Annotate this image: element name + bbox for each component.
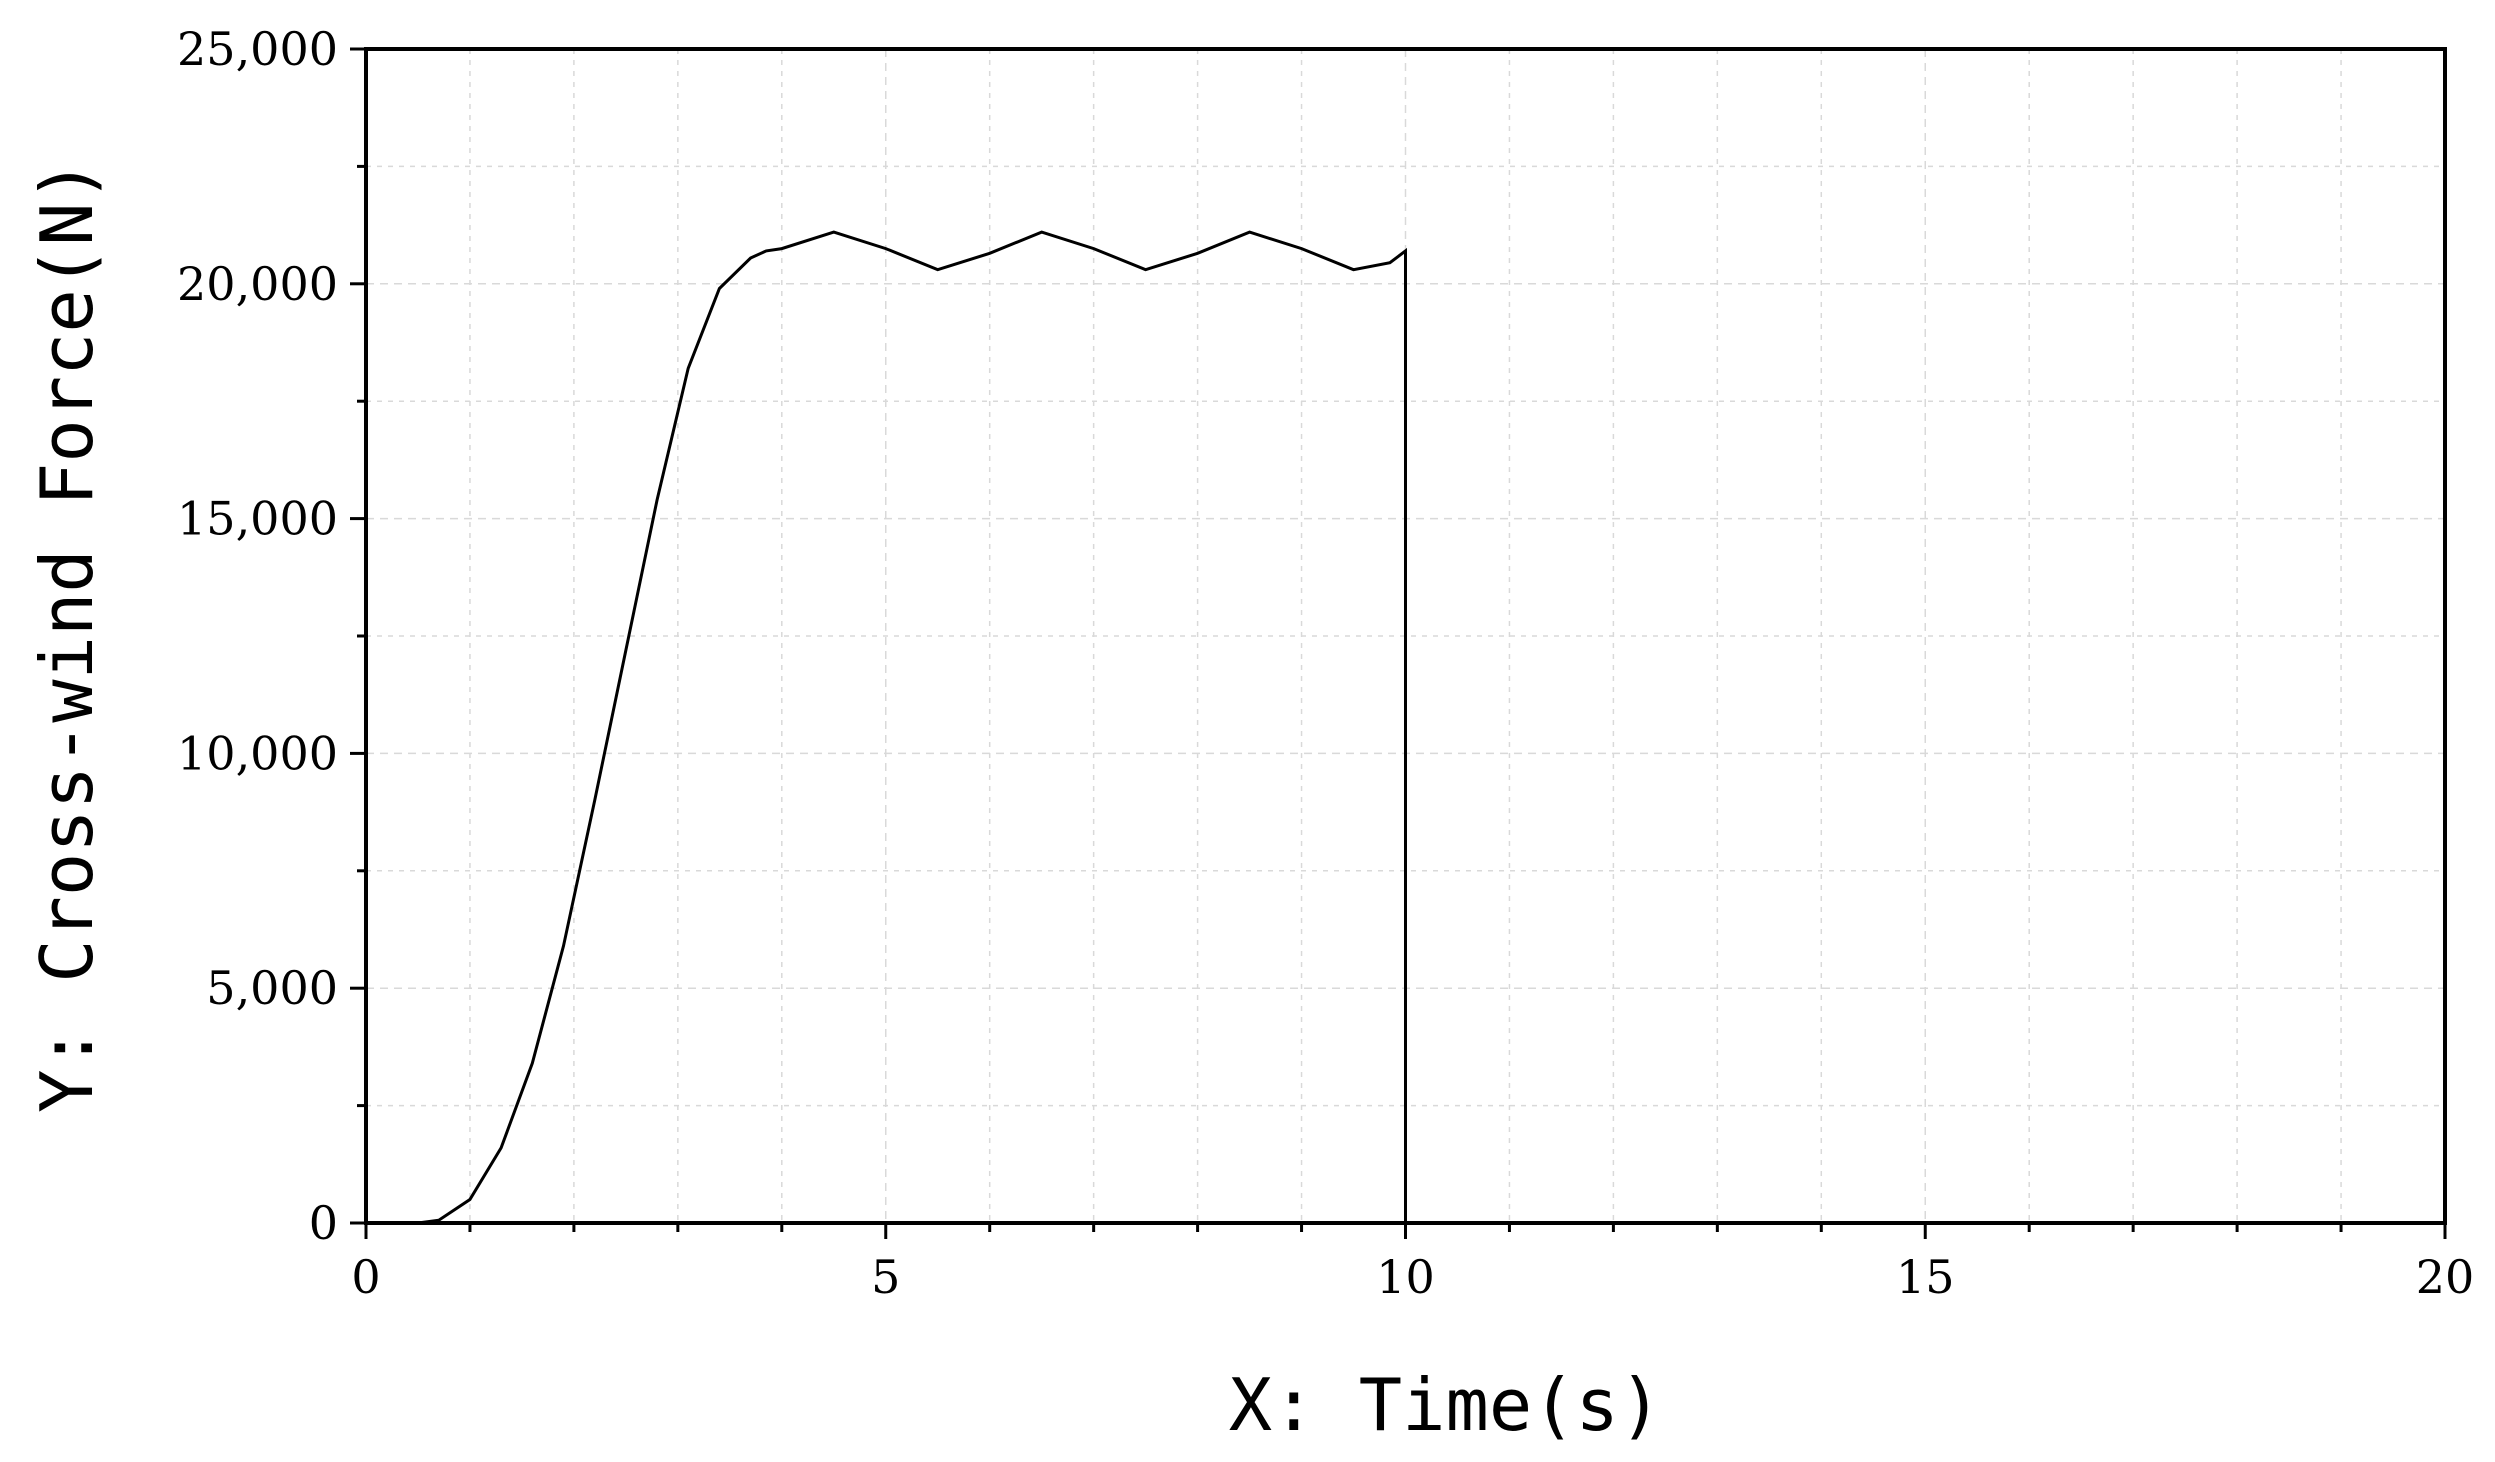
axis-ticks: [350, 47, 2447, 1239]
y-tick-labels: 0 5,000 10,000 15,000 20,000 25,000: [177, 22, 338, 1250]
y-tick-label: 15,000: [177, 492, 338, 546]
y-axis-title: Y: Cross-wind Force(N): [25, 159, 109, 1113]
x-tick-label: 15: [1896, 1250, 1955, 1304]
y-tick-label: 5,000: [206, 961, 338, 1015]
x-tick-labels: 0 5 10 15 20: [351, 1250, 2474, 1304]
x-tick-label: 5: [871, 1250, 900, 1304]
y-tick-label: 10,000: [177, 726, 338, 780]
y-tick-label: 20,000: [177, 257, 338, 311]
y-tick-label: 0: [309, 1196, 338, 1250]
y-tick-label: 25,000: [177, 22, 338, 76]
x-tick-label: 20: [2416, 1250, 2475, 1304]
x-tick-label: 10: [1376, 1250, 1435, 1304]
series-line: [366, 230, 1407, 1225]
x-axis-title: X: Time(s): [1229, 1363, 1662, 1447]
plot-frame: [364, 47, 2447, 1225]
x-tick-label: 0: [351, 1250, 380, 1304]
